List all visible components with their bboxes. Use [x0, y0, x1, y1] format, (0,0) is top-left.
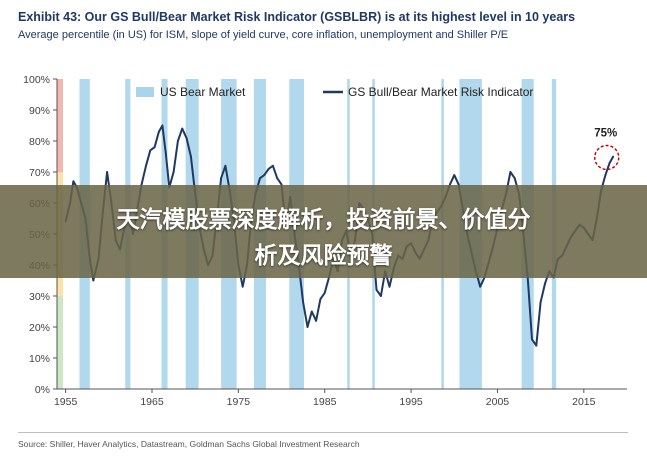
- highlight-circle: [594, 144, 620, 171]
- y-tick-label-0: 0%: [35, 384, 50, 396]
- data-point-19: [145, 164, 147, 167]
- chart-subtitle: Average percentile (in US) for ISM, slop…: [18, 29, 509, 41]
- data-point-23: [161, 124, 164, 127]
- data-point-128: [612, 155, 615, 158]
- data-point-57: [306, 326, 309, 328]
- data-point-30: [189, 155, 192, 158]
- data-point-42: [241, 285, 244, 288]
- data-point-10: [106, 171, 108, 173]
- y-tick-label-8: 80%: [29, 136, 50, 148]
- data-point-47: [263, 174, 266, 177]
- x-tick-label-5: 2005: [486, 396, 510, 408]
- data-point-90: [449, 183, 451, 186]
- data-point-20: [149, 149, 152, 152]
- y-tick-label-10: 100%: [23, 74, 50, 86]
- data-point-58: [310, 310, 313, 313]
- y-tick-label-1: 10%: [29, 353, 50, 365]
- data-point-112: [544, 282, 546, 285]
- data-point-109: [531, 338, 533, 341]
- data-point-74: [379, 295, 382, 297]
- data-point-37: [220, 177, 222, 180]
- data-point-22: [158, 130, 160, 133]
- legend-line-label: GS Bull/Bear Market Risk Indicator: [348, 85, 533, 99]
- data-point-110: [535, 344, 538, 347]
- x-tick-label-3: 1985: [313, 396, 337, 408]
- x-tick-label-6: 2015: [572, 396, 596, 408]
- data-point-56: [302, 301, 305, 304]
- data-point-48: [267, 168, 270, 170]
- data-point-7: [92, 279, 95, 282]
- banner-text-line-1: 天汽模股票深度解析，投资前景、价值分: [116, 207, 531, 233]
- data-point-49: [272, 164, 274, 167]
- x-tick-label-2: 1975: [227, 396, 251, 408]
- data-point-76: [388, 285, 391, 288]
- y-tick-label-2: 20%: [29, 322, 50, 334]
- data-point-27: [177, 140, 179, 142]
- legend-bear-label: US Bear Market: [160, 85, 246, 99]
- data-point-50: [276, 177, 279, 180]
- data-point-26: [172, 171, 175, 173]
- data-point-126: [604, 174, 607, 177]
- data-point-59: [315, 319, 317, 322]
- y-tick-label-9: 90%: [29, 105, 50, 117]
- data-point-97: [479, 285, 482, 288]
- zone-band-0: [57, 79, 63, 172]
- chart-title: Exhibit 43: Our GS Bull/Bear Market Risk…: [18, 10, 576, 24]
- data-point-111: [539, 301, 542, 304]
- data-point-28: [181, 127, 184, 130]
- data-point-127: [608, 161, 611, 164]
- data-point-104: [509, 171, 512, 173]
- x-tick-label-0: 1955: [54, 396, 78, 408]
- data-point-46: [259, 177, 261, 180]
- overlay-banner: 天汽模股票深度解析，投资前景、价值分 析及风险预警: [0, 185, 647, 278]
- data-point-2: [72, 180, 75, 183]
- x-tick-label-1: 1965: [140, 396, 164, 408]
- data-point-29: [185, 137, 188, 139]
- x-tick-label-4: 1995: [399, 396, 423, 408]
- legend-bear-swatch: [136, 87, 154, 97]
- data-point-91: [453, 174, 456, 177]
- source-divider: [18, 432, 628, 433]
- data-point-21: [153, 146, 156, 149]
- data-point-18: [140, 183, 143, 186]
- data-point-60: [319, 298, 322, 300]
- banner-text-line-2: 析及风险预警: [254, 243, 393, 269]
- data-point-105: [513, 177, 516, 180]
- data-point-38: [224, 164, 227, 167]
- source-note: Source: Shiller, Haver Analytics, Datast…: [18, 439, 360, 449]
- annotation-label: 75%: [594, 128, 617, 140]
- data-point-51: [280, 183, 283, 186]
- zone-band-2: [57, 296, 63, 389]
- data-point-24: [164, 152, 167, 155]
- y-tick-label-3: 30%: [29, 291, 50, 303]
- data-point-61: [323, 292, 326, 294]
- y-tick-label-7: 70%: [29, 167, 50, 179]
- data-point-92: [457, 183, 460, 186]
- data-point-73: [375, 288, 378, 291]
